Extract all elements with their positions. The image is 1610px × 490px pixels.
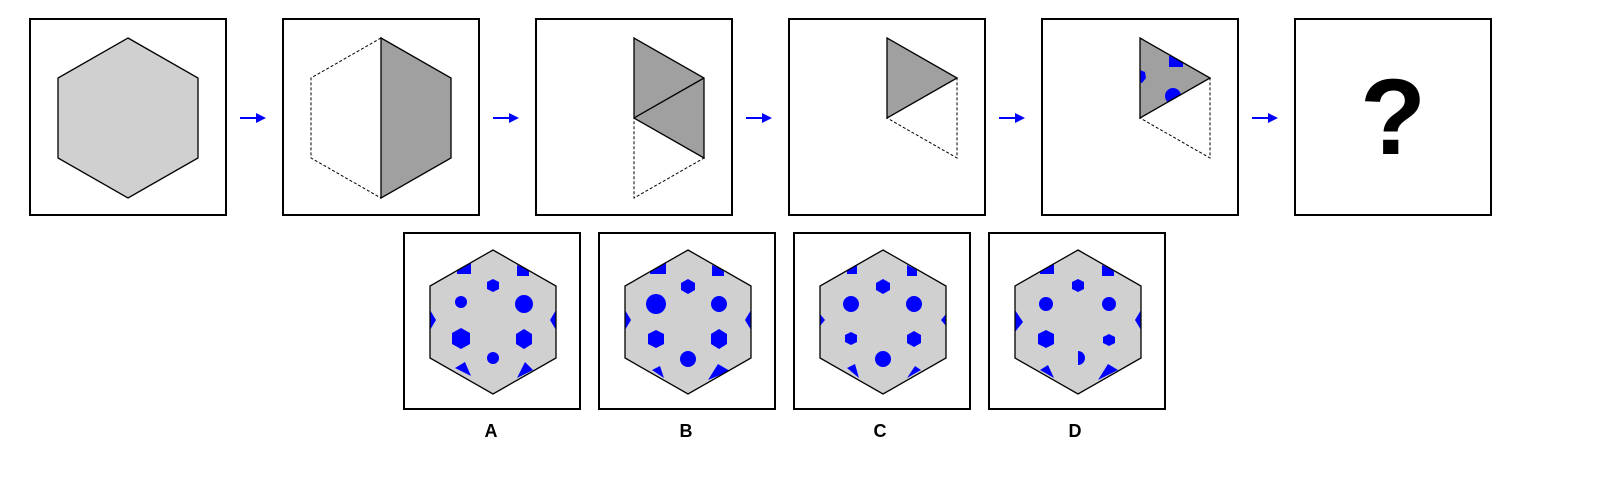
arrow-icon xyxy=(493,113,519,123)
step-5-panel xyxy=(1041,18,1239,216)
option-b-figure xyxy=(624,249,752,395)
option-c-label[interactable]: C xyxy=(873,421,887,441)
folded-triangle xyxy=(1140,38,1210,118)
question-mark: ? xyxy=(1360,56,1426,177)
step-1-hexagon-figure xyxy=(57,37,199,199)
arrow-icon xyxy=(1252,113,1278,123)
folded-right-half xyxy=(380,36,452,200)
option-a-figure xyxy=(429,249,557,395)
step-2-panel xyxy=(282,18,480,216)
arrow-icon xyxy=(240,113,266,123)
folded-triangle xyxy=(886,36,959,120)
option-c-panel[interactable] xyxy=(793,232,971,410)
step-1-panel xyxy=(29,18,227,216)
option-a-label[interactable]: A xyxy=(484,421,498,441)
step-2-fold-figure xyxy=(310,36,452,200)
option-b-label[interactable]: B xyxy=(679,421,693,441)
option-b-panel[interactable] xyxy=(598,232,776,410)
cut-square-mark xyxy=(1169,56,1183,67)
arrow-icon xyxy=(746,113,772,123)
option-d-figure xyxy=(1014,249,1142,395)
step-4-panel xyxy=(788,18,986,216)
option-d-label[interactable]: D xyxy=(1068,421,1082,441)
cut-hexagon-mark xyxy=(1140,70,1146,83)
step-3-panel xyxy=(535,18,733,216)
question-panel: ? xyxy=(1294,18,1492,216)
step-5-cut-figure xyxy=(1138,36,1212,159)
option-a-panel[interactable] xyxy=(403,232,581,410)
step-3-fold-figure xyxy=(633,36,706,199)
folded-away-left-half xyxy=(310,37,382,199)
option-d-panel[interactable] xyxy=(988,232,1166,410)
arrow-icon xyxy=(999,113,1025,123)
hexagon xyxy=(57,37,199,199)
option-c-figure xyxy=(819,249,947,395)
step-4-fold-figure xyxy=(885,36,959,159)
